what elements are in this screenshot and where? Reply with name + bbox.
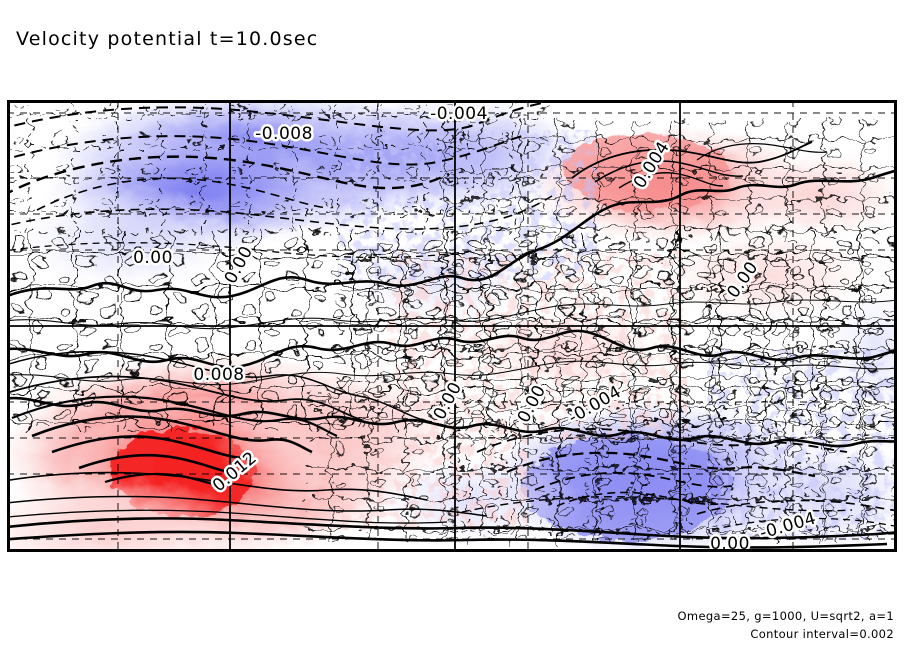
contour-label: -0.004-0.004 <box>428 102 490 127</box>
contour-pos-002-ll <box>7 350 433 423</box>
page-title: Velocity potential t=10.0sec <box>16 28 319 50</box>
svg-text:0.00: 0.00 <box>133 248 173 268</box>
contours-positive-upper-right <box>571 141 828 189</box>
contour-neg-006-upper <box>7 135 523 166</box>
footer-annotation: Omega=25, g=1000, U=sqrt2, a=1 Contour i… <box>678 608 894 644</box>
contour-neg-002b-lr <box>461 496 853 513</box>
contour-pos-008-ll <box>31 415 313 454</box>
contour-label-text: 0.00 <box>710 534 750 552</box>
contour-label: 0.000.00 <box>708 532 752 553</box>
contour-label: 0.000.00 <box>131 246 175 271</box>
contour-zero-north <box>7 168 897 299</box>
contour-neg-008-upper <box>7 155 450 195</box>
plot-border <box>7 100 897 552</box>
footer-parameters: Omega=25, g=1000, U=sqrt2, a=1 <box>677 609 894 624</box>
contour-pos-002b-ur <box>696 143 828 161</box>
contour-label-text: 0.008 <box>193 365 244 385</box>
svg-text:-0.004: -0.004 <box>430 104 488 124</box>
contour-neg-004c-lr <box>696 499 897 515</box>
contour-plot: -0.004 -0.004 -0.008 -0.008 0.00 0.00 0.00 0.00… <box>7 100 897 552</box>
contours-negative-upper-left <box>7 101 553 259</box>
svg-text:0.008: 0.008 <box>193 365 244 385</box>
contour-neg-004-upper <box>7 101 548 132</box>
contour-dashed-cells-upper-left <box>7 105 547 235</box>
contour-pos-006c-ll <box>7 471 428 501</box>
contour-dashed-cells-lower-right <box>437 400 897 545</box>
gridlines-solid <box>7 100 897 552</box>
contour-neg-002-lr <box>476 428 848 453</box>
contour-pos-004c-ll <box>7 495 488 517</box>
contour-label: -0.008-0.008 <box>253 122 315 147</box>
svg-text:0.00: 0.00 <box>710 534 750 552</box>
contour-zero-bottom <box>7 517 897 540</box>
contours-positive-lower-left <box>7 350 488 524</box>
contour-net-dashed <box>7 105 897 545</box>
contour-neg-006b-upper <box>7 195 553 230</box>
contour-label-text: -0.004 <box>430 104 488 124</box>
contour-pos-004-ur <box>594 160 744 183</box>
contour-thin-b <box>7 360 897 386</box>
contour-pos-012-ll <box>78 453 240 474</box>
footer-contour-interval: Contour interval=0.002 <box>750 627 894 642</box>
contour-thin-a <box>7 299 897 330</box>
contour-neg-004b-upper <box>7 242 478 259</box>
contours-negative-lower-right <box>461 428 897 531</box>
contour-pos-002c-ll <box>7 509 448 524</box>
contour-neg-006-lr <box>556 491 720 507</box>
svg-text:-0.008: -0.008 <box>255 124 313 144</box>
contour-neg-008b-upper <box>36 177 328 211</box>
contour-label-text: 0.00 <box>133 248 173 268</box>
contour-zero-bottom-2 <box>7 530 888 549</box>
contours-midlatitude-thin <box>7 299 897 386</box>
contour-pos-004b-ur <box>618 172 724 189</box>
contour-pos-006-ll <box>11 395 338 438</box>
gridlines <box>7 100 897 552</box>
contour-neg-004-lr <box>506 451 816 478</box>
contour-label-text: -0.008 <box>255 124 313 144</box>
